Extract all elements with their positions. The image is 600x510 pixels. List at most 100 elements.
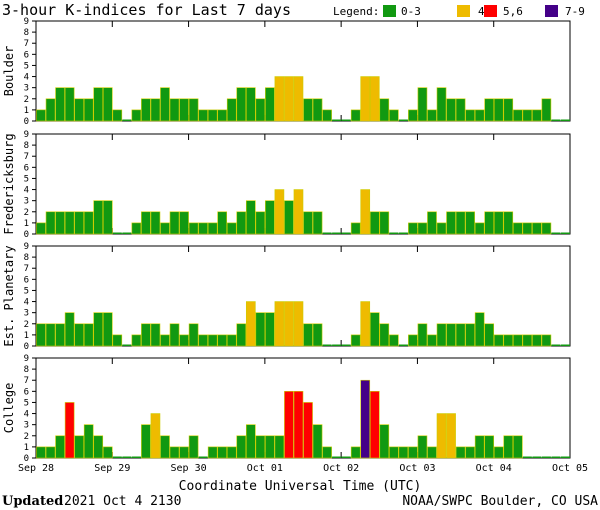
k-bar [408, 446, 418, 459]
y-tick-label: 0 [24, 117, 29, 127]
k-bar [160, 334, 170, 347]
k-bar [255, 211, 266, 235]
k-bar [484, 323, 495, 347]
k-bar [455, 211, 466, 235]
y-tick-label: 1 [24, 443, 29, 453]
k-bar [360, 76, 371, 122]
x-tick-labels: Sep 28 Sep 29 Sep 30 Oct 01 Oct 02 Oct 03 Oct … [18, 463, 588, 474]
x-tick-label: Oct 03 [399, 463, 435, 474]
k-bar [188, 98, 199, 122]
k-bar [560, 456, 570, 458]
k-bar [455, 323, 466, 347]
legend-item-0-3: 0-3 [383, 5, 421, 18]
k-bar [169, 211, 180, 235]
k-bar [255, 98, 266, 122]
k-bar [522, 109, 533, 122]
k-bar [484, 98, 495, 122]
k-bar [198, 222, 208, 235]
k-bar [179, 211, 189, 235]
y-tick-label: 3 [24, 309, 29, 319]
k-bar [503, 211, 514, 235]
k-bar [122, 344, 132, 346]
k-bar [179, 446, 189, 459]
k-bar [493, 446, 504, 459]
y-tick-label: 7 [24, 152, 29, 162]
k-bar [83, 98, 94, 122]
k-bar [455, 98, 466, 122]
k-bar [341, 232, 351, 234]
legend-label-4: 4 [478, 5, 485, 18]
k-bar [93, 200, 104, 235]
k-bar [560, 232, 570, 234]
k-bar [532, 456, 542, 458]
k-bar [198, 109, 208, 122]
k-bar [74, 211, 84, 235]
k-bar [503, 435, 514, 459]
k-bar [284, 76, 294, 122]
k-bar [417, 87, 428, 122]
k-bar [398, 119, 408, 121]
k-bar [436, 413, 447, 459]
k-bar [198, 334, 208, 347]
k-bar [150, 323, 161, 347]
k-bar [408, 334, 418, 347]
k-bar [541, 456, 551, 458]
y-tick-label: 7 [24, 39, 29, 49]
y-tick-label: 7 [24, 376, 29, 386]
k-bar [398, 446, 409, 459]
station-label: Fredericksburg [2, 133, 16, 234]
legend-title: Legend: [333, 5, 379, 18]
legend-swatch-5-6 [484, 5, 497, 17]
y-tick-label: 6 [24, 387, 29, 397]
k-bar [312, 424, 323, 459]
k-bar [284, 391, 294, 459]
legend-label-0-3: 0-3 [401, 5, 421, 18]
k-bar [474, 312, 485, 347]
k-bar [217, 334, 228, 347]
k-bar [360, 301, 371, 347]
k-bar [236, 435, 247, 459]
k-bar [493, 211, 504, 235]
k-bar [112, 109, 123, 122]
y-tick-label: 4 [24, 298, 29, 308]
k-bar [379, 211, 390, 235]
y-tick-label: 2 [24, 320, 29, 330]
k-bar [236, 211, 247, 235]
k-bar [465, 446, 475, 459]
k-bar [427, 446, 437, 459]
k-bar [274, 76, 285, 122]
y-tick-label: 3 [24, 84, 29, 94]
k-bar [417, 323, 428, 347]
k-bar [64, 312, 75, 347]
k-bar [141, 424, 151, 459]
y-tick-label: 5 [24, 174, 29, 184]
y-tick-label: 6 [24, 275, 29, 285]
k-bar [551, 119, 561, 121]
k-bar [360, 379, 371, 459]
x-tick-label: Sep 30 [171, 463, 207, 474]
y-tick-label: 5 [24, 61, 29, 71]
k-bar [131, 222, 142, 235]
y-tick-label: 3 [24, 421, 29, 431]
k-bar [93, 435, 104, 459]
k-bar [293, 391, 304, 459]
k-bar [160, 435, 170, 459]
y-tick-label: 2 [24, 95, 29, 105]
k-bar [417, 435, 428, 459]
k-bar [436, 87, 447, 122]
legend-item-7-9: 7-9 [545, 5, 585, 18]
legend-swatch-0-3 [383, 5, 396, 17]
k-bar [322, 446, 332, 459]
k-bar [417, 222, 428, 235]
k-bar [551, 344, 561, 346]
k-bar [74, 98, 84, 122]
y-tick-label: 5 [24, 286, 29, 296]
y-tick-label: 8 [24, 141, 29, 151]
k-bar [102, 446, 113, 459]
k-bar [503, 98, 514, 122]
k-bar [465, 211, 475, 235]
k-bar [102, 312, 113, 347]
k-bar [36, 222, 46, 235]
